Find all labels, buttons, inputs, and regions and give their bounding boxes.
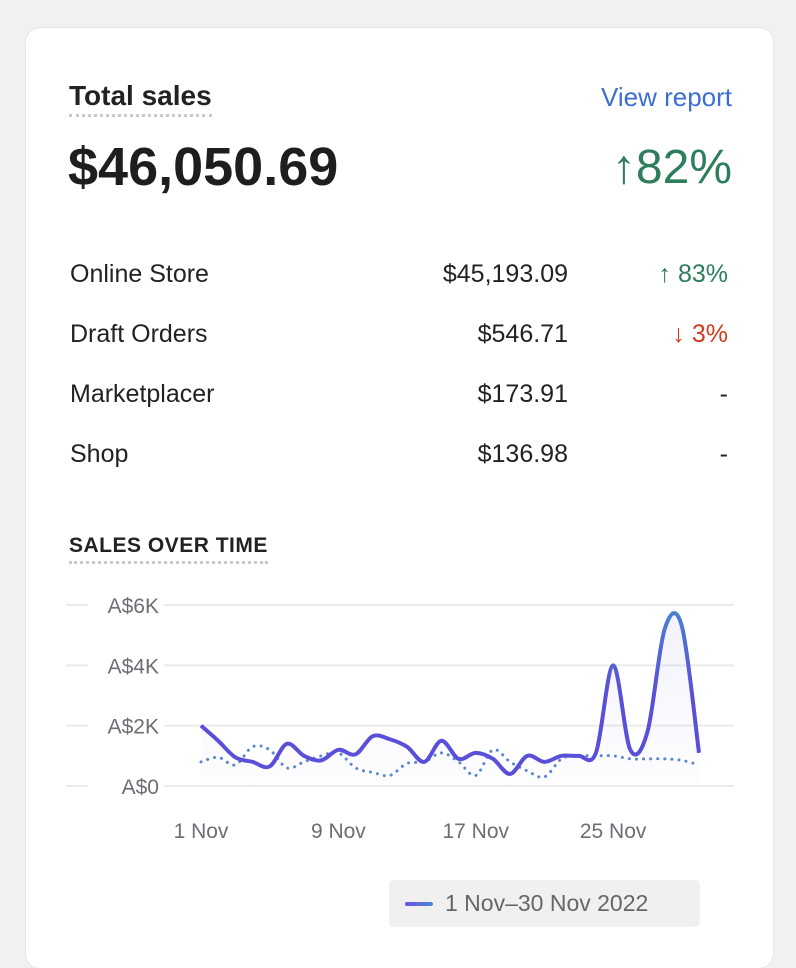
channel-change: -	[719, 440, 728, 468]
breakdown-row: Marketplacer $173.91 -	[70, 380, 728, 440]
total-change-badge: ↑82%	[611, 141, 732, 194]
breakdown-row: Draft Orders $546.71 ↓ 3%	[70, 320, 728, 380]
tick-bg	[88, 653, 164, 678]
legend-swatch	[405, 901, 433, 906]
y-tick-label: A$6K	[108, 595, 159, 618]
channel-change: -	[719, 380, 728, 408]
sales-chart: A$0 A$2K A$4K A$6K 1 Nov 9 Nov 17 Nov 25 Nov	[66, 593, 734, 843]
breakdown-row: Online Store $45,193.09 ↑ 83%	[70, 260, 728, 320]
total-sales-card: Total sales View report $46,050.69 ↑82% …	[26, 28, 773, 968]
channel-name: Online Store	[70, 260, 209, 288]
x-tick-label: 17 Nov	[442, 820, 509, 843]
channel-name: Draft Orders	[70, 320, 208, 348]
legend-label: 1 Nov–30 Nov 2022	[445, 890, 649, 916]
y-tick-label: A$2K	[108, 716, 159, 739]
view-report-link[interactable]: View report	[600, 82, 732, 112]
tick-bg	[88, 593, 164, 617]
tick-bg	[88, 774, 164, 798]
x-tick-label: 9 Nov	[311, 820, 366, 843]
channel-name: Marketplacer	[70, 380, 215, 408]
channel-value: $45,193.09	[442, 260, 568, 288]
channel-change: ↑ 83%	[658, 260, 728, 288]
previous-period-line	[199, 744, 701, 779]
chart-section-title[interactable]: SALES OVER TIME	[69, 534, 268, 564]
channel-name: Shop	[70, 440, 129, 468]
tick-bg	[88, 713, 164, 738]
total-sales-value: $46,050.69	[68, 137, 339, 197]
channel-value: $546.71	[477, 320, 568, 348]
chart-legend[interactable]: 1 Nov–30 Nov 2022	[389, 880, 700, 927]
x-tick-label: 1 Nov	[174, 820, 229, 843]
current-period-line	[199, 611, 701, 776]
y-tick-label: A$4K	[108, 655, 159, 678]
channel-value: $136.98	[477, 440, 568, 468]
x-tick-label: 25 Nov	[580, 820, 647, 843]
channel-change: ↓ 3%	[672, 320, 728, 348]
card-title[interactable]: Total sales	[69, 80, 212, 117]
channel-value: $173.91	[477, 380, 568, 408]
sales-breakdown: Online Store $45,193.09 ↑ 83% Draft Orders…	[70, 260, 728, 500]
y-tick-label: A$0	[122, 776, 159, 799]
breakdown-row: Shop $136.98 -	[70, 440, 728, 500]
